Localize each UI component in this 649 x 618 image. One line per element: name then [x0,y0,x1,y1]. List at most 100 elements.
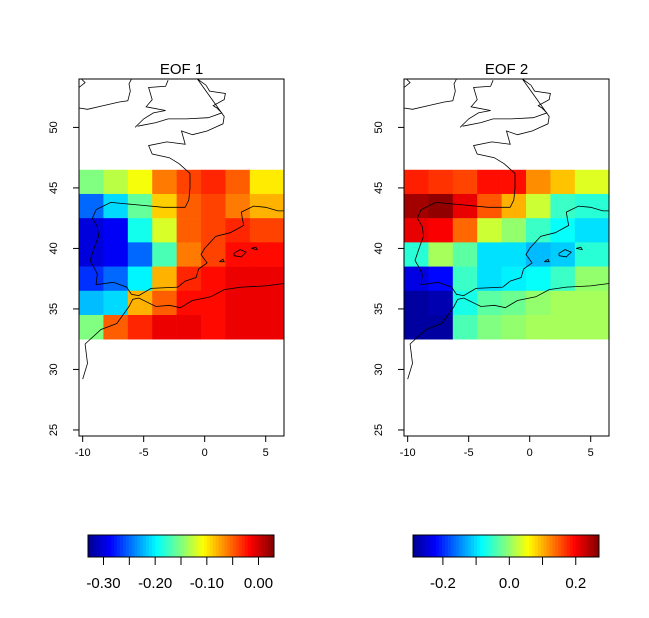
colorbar-segment [230,535,234,557]
colorbar-segment [520,535,524,557]
y-tick-label: 35 [48,303,60,315]
x-tick-label: -5 [139,447,149,459]
heatmap-cell [201,193,226,219]
colorbar-tick-label: 0.0 [499,575,520,592]
heatmap-cell [152,314,177,340]
heatmap-cell [550,290,576,316]
colorbar-segment [146,535,150,557]
heatmap-cell [477,290,502,316]
colorbar-segment [569,535,574,557]
y-tick-label: 40 [373,242,385,254]
colorbar-segment [181,535,185,557]
colorbar-segment [224,535,228,557]
colorbar-tick-label: -0.10 [190,575,224,592]
colorbar-segment [242,535,246,557]
colorbar-segment [149,535,153,557]
heatmap-cell [249,290,285,316]
colorbar-segment [233,535,237,557]
colorbar-segment [169,535,173,557]
colorbar-segment [581,535,585,557]
heatmap-cell [477,242,502,267]
coastline-ireland [78,78,132,110]
heatmap-cell [152,169,177,195]
heatmap-cell [526,193,551,219]
heatmap-cell [103,218,129,243]
colorbar-segment [268,535,272,557]
heatmap-cell [201,242,226,267]
heatmap-cell [152,218,177,243]
heatmap-cell [477,193,502,219]
coastline-uk [462,78,551,127]
heatmap-cell [127,266,153,292]
colorbar-segment [596,535,600,557]
heatmap-cell [428,266,454,292]
colorbar-segment [131,535,135,557]
colorbar-segment [537,535,542,557]
colorbar-segment [212,535,217,557]
colorbar-segment [262,535,266,557]
colorbar-segment [227,535,231,557]
x-tick-label: 5 [588,447,594,459]
colorbar-segment [511,535,516,557]
coastline-ireland [403,78,457,110]
heatmap-cell [225,314,251,340]
heatmap-cell [526,266,551,292]
heatmap-cell [428,193,454,219]
heatmap-cell [152,193,177,219]
heatmap-cell [404,266,429,292]
heatmap-cell [501,169,527,195]
coastline-franceS [565,205,609,220]
colorbar-segment [154,535,159,557]
colorbar-segment [575,535,580,557]
eof1-panel: EOF 1 -10 -5 0 5 25 30 35 40 45 50 [48,61,285,459]
colorbar-segment [111,535,115,557]
coastline-africa [407,283,610,380]
colorbar-frame [412,534,600,558]
y-tick-label: 45 [48,182,60,194]
heatmap-cell [526,314,551,340]
y-tick-label: 50 [48,121,60,133]
colorbar-segment [450,535,455,557]
colorbar-segment [479,535,484,557]
coastline-mallorca [558,249,572,258]
colorbar-segment [485,535,489,557]
colorbar-segment [543,535,548,557]
colorbar-segment [567,535,571,557]
colorbar-segment [102,535,106,557]
colorbar-segment [157,535,162,557]
colorbar-segment [198,535,202,557]
heatmap-cell [225,169,251,195]
heatmap-cell [249,169,285,195]
heatmap-cell [127,314,153,340]
colorbar-segment [523,535,527,557]
colorbar-segment [259,535,263,557]
y-tick-label: 30 [48,363,60,375]
colorbar-segment [172,535,176,557]
colorbar-segment [546,535,550,557]
heatmap-cell [501,266,527,292]
heatmap-cell [501,242,527,267]
heatmap-cell [201,314,226,340]
colorbar-segment [549,535,553,557]
coastline-menorca [576,246,583,251]
colorbar-tick-label: -0.2 [430,575,456,592]
colorbar-segment [508,535,513,557]
x-tick-label: 0 [202,447,208,459]
colorbar-segment [572,535,577,557]
heatmap-cell [103,242,129,267]
x-tick-label: 5 [263,447,269,459]
heatmap-cell [477,169,502,195]
colorbar-segment [465,535,469,557]
colorbar-segment [250,535,255,557]
heatmap-cell [176,218,202,243]
colorbar-segment [265,535,269,557]
heatmap-cell [452,169,478,195]
colorbar-segment [433,535,437,557]
heatmap-cell [477,218,502,243]
heatmap-cell [225,242,251,267]
coastline-ukW [134,80,169,128]
colorbar-segment [453,535,457,557]
colorbar-segment [494,535,498,557]
colorbar-segment [183,535,188,557]
